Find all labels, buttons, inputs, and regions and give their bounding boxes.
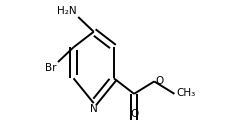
Text: O: O — [155, 76, 163, 86]
Text: N: N — [90, 104, 98, 114]
Text: H₂N: H₂N — [57, 6, 77, 16]
Text: O: O — [130, 109, 138, 119]
Text: Br: Br — [45, 63, 56, 73]
Text: CH₃: CH₃ — [177, 88, 196, 98]
